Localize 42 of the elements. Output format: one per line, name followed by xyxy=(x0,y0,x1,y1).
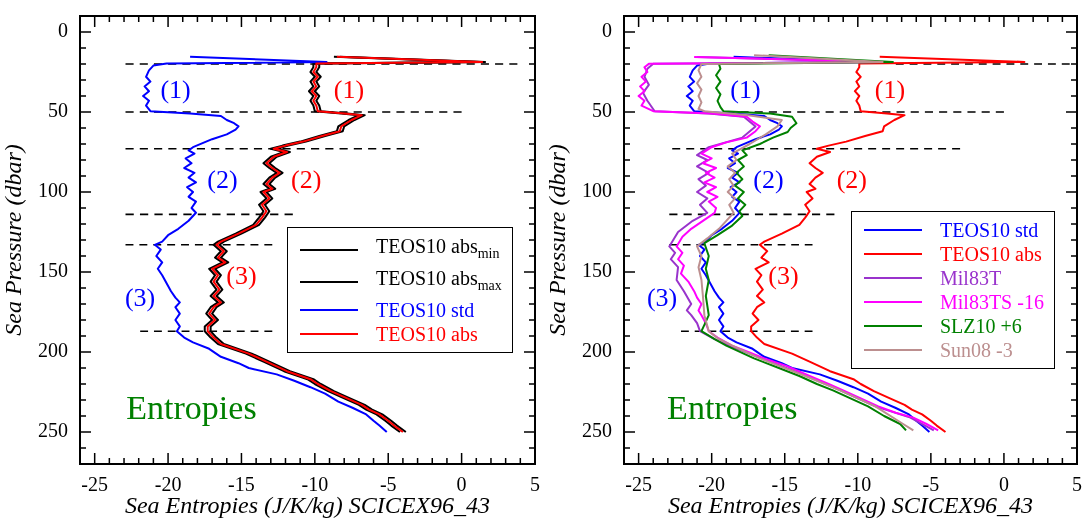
legend-label: TEOS10 std xyxy=(376,298,475,322)
annotation: (1) xyxy=(333,75,365,105)
y-tick-label: 0 xyxy=(58,19,68,42)
y-tick-label: 200 xyxy=(582,339,612,362)
annotation: Entropies xyxy=(126,388,257,426)
y-axis-title: Sea Pressure (dbar) xyxy=(543,144,570,336)
legend-label: TEOS10 abs xyxy=(376,322,478,346)
annotation: (1) xyxy=(874,75,906,105)
legend-label: SLZ10 +6 xyxy=(940,314,1022,338)
x-tick-label: 5 xyxy=(1072,473,1082,496)
annotation: (2) xyxy=(207,164,238,194)
x-tick-label: -25 xyxy=(625,473,652,496)
legend-label: TEOS10 abs$_{min}$ xyxy=(376,234,500,263)
y-axis-title: Sea Pressure (dbar) xyxy=(0,144,26,336)
legend-label: Sun08 -3 xyxy=(940,338,1013,362)
y-tick-label: 150 xyxy=(38,259,68,282)
legend-label: Mil83T xyxy=(940,266,1002,290)
y-tick-label: 250 xyxy=(38,419,68,442)
annotation: (1) xyxy=(730,75,761,105)
y-tick-label: 50 xyxy=(48,99,68,122)
annotation: Entropies xyxy=(667,388,798,426)
annotation: (2) xyxy=(753,164,784,194)
legend-label: Mil83TS -16 xyxy=(940,290,1044,314)
y-tick-label: 200 xyxy=(38,339,68,362)
y-tick-label: 100 xyxy=(38,179,68,202)
legend-label: TEOS10 abs xyxy=(940,242,1042,266)
annotation: (3) xyxy=(646,282,678,312)
y-tick-label: 150 xyxy=(582,259,612,282)
y-tick-label: 250 xyxy=(582,419,612,442)
annotation: (1) xyxy=(160,75,191,105)
annotation: (3) xyxy=(768,260,799,290)
annotation: (2) xyxy=(836,164,868,194)
annotation: (3) xyxy=(226,260,257,290)
legend-label: TEOS10 abs$_{max}$ xyxy=(376,266,502,295)
y-tick-label: 50 xyxy=(592,99,612,122)
x-tick-label: -25 xyxy=(81,473,109,496)
legend-label: TEOS10 std xyxy=(940,218,1039,242)
annotation: (2) xyxy=(290,164,322,194)
y-tick-label: 100 xyxy=(582,179,612,202)
x-tick-label: 5 xyxy=(530,473,540,496)
y-tick-label: 0 xyxy=(602,19,612,42)
annotation: (3) xyxy=(124,282,156,312)
